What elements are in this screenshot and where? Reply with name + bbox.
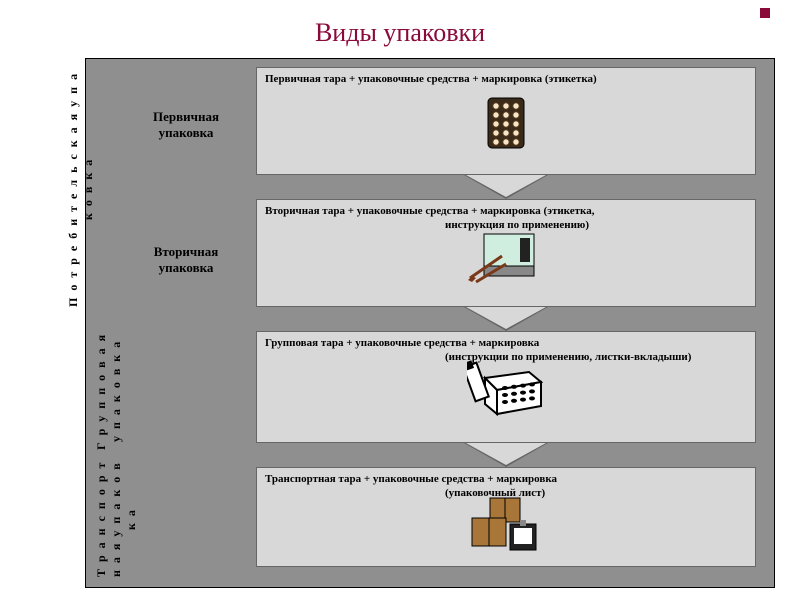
row-label-0: Первичнаяупаковка xyxy=(131,109,241,140)
accent-square xyxy=(760,8,770,18)
vlabel-consumer: П о т р е б и т е л ь с к а я у п а к о … xyxy=(66,69,96,309)
boxes-icon xyxy=(466,496,546,559)
printer-icon xyxy=(466,228,546,289)
stage-box-2: Групповая тара + упаковочные средства + … xyxy=(256,331,756,443)
stage-text-0: Первичная тара + упаковочные средства + … xyxy=(265,72,747,86)
row-label-1: Вторичнаяупаковка xyxy=(131,244,241,275)
page-title: Виды упаковки xyxy=(0,18,800,48)
crate-icon xyxy=(467,360,545,425)
arrow-down-1 xyxy=(466,307,546,329)
tablets-icon xyxy=(484,96,528,155)
diagram-area: П о т р е б и т е л ь с к а я у п а к о … xyxy=(85,58,775,588)
stage-box-0: Первичная тара + упаковочные средства + … xyxy=(256,67,756,175)
vlabel-transport: Т р а н с п о р т н а я у п а к о в к а xyxy=(94,459,139,579)
stage-box-3: Транспортная тара + упаковочные средства… xyxy=(256,467,756,567)
arrow-down-2 xyxy=(466,443,546,465)
arrow-down-0 xyxy=(466,175,546,197)
vlabel-group: Г р у п п о в а я у п а к о в к а xyxy=(94,331,124,451)
stage-box-1: Вторичная тара + упаковочные средства + … xyxy=(256,199,756,307)
